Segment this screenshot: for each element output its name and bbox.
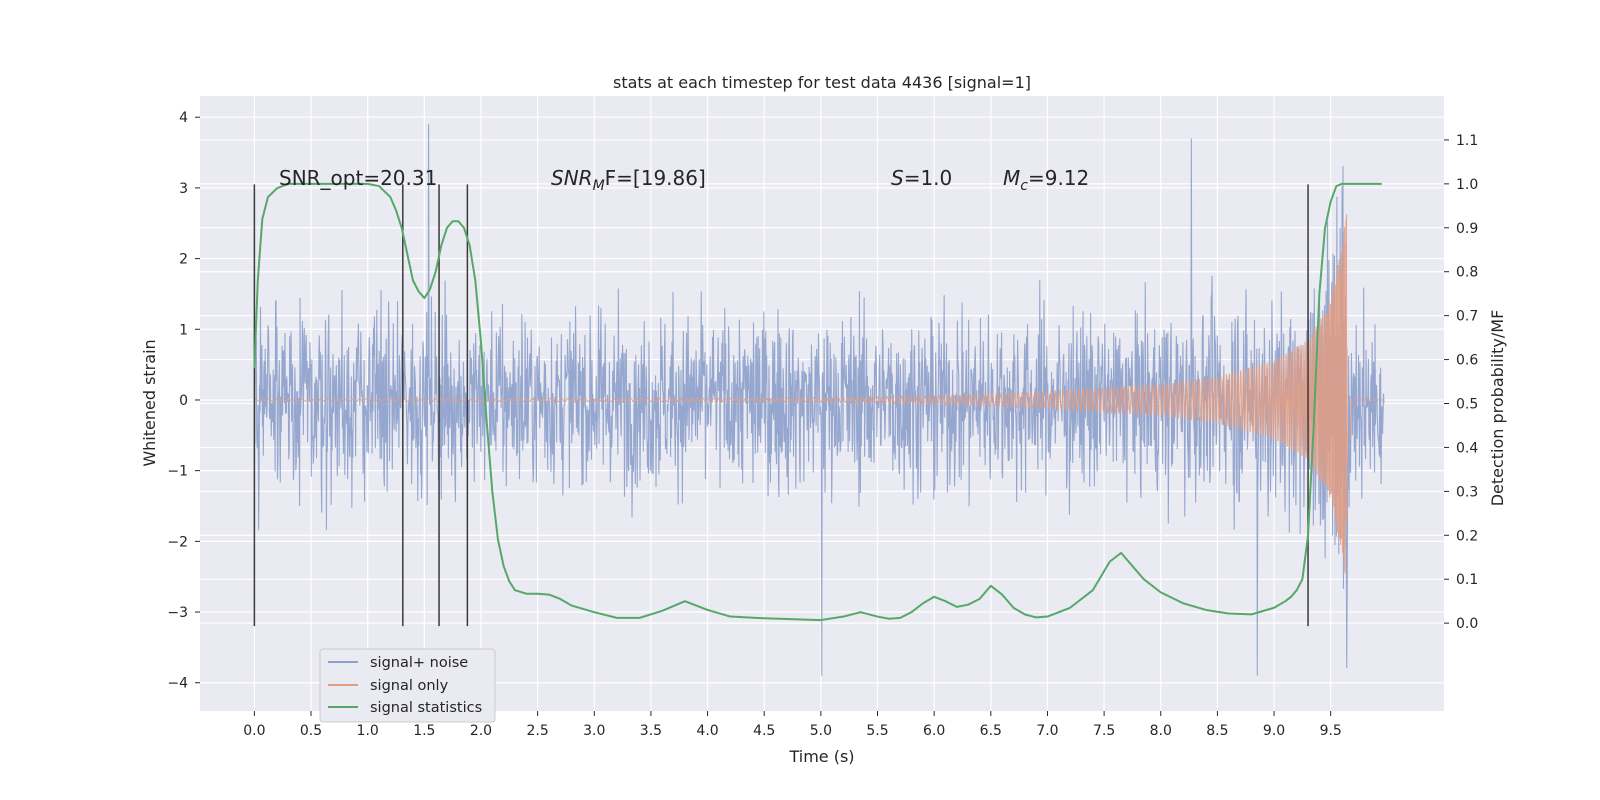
x-tick-label-1: 0.5 xyxy=(300,723,322,739)
legend-label-noise: signal+ noise xyxy=(370,655,468,671)
y-tick-label-1: 3 xyxy=(179,181,188,197)
legend-label-signal: signal only xyxy=(370,678,449,694)
y2-tick-label-0: 1.1 xyxy=(1456,133,1478,149)
x-axis-label: Time (s) xyxy=(788,747,854,766)
chart-title: stats at each timestep for test data 443… xyxy=(613,73,1031,92)
y-tick-label-5: −1 xyxy=(167,464,188,480)
x-tick-label-19: 9.5 xyxy=(1320,723,1342,739)
signal-only-series xyxy=(254,214,1384,574)
y-tick-label-3: 1 xyxy=(179,322,188,338)
y-tick-label-4: 0 xyxy=(179,393,188,409)
x-tick-label-15: 7.5 xyxy=(1093,723,1115,739)
x-axis-ticks: 0.0 0.5 1.0 1.5 2.0 2.5 3.0 3.5 4.0 4.5 5.0 5.5 6.0 6… xyxy=(243,711,1342,739)
x-tick-label-9: 4.5 xyxy=(753,723,775,739)
y2-tick-label-1: 1.0 xyxy=(1456,177,1478,193)
x-tick-label-5: 2.5 xyxy=(526,723,548,739)
x-tick-label-0: 0.0 xyxy=(243,723,265,739)
y2-tick-label-11: 0.0 xyxy=(1456,616,1478,632)
y2-tick-label-4: 0.7 xyxy=(1456,309,1478,325)
y2-tick-label-6: 0.5 xyxy=(1456,397,1478,413)
signal-noise-series xyxy=(253,124,1385,676)
x-tick-label-12: 6.0 xyxy=(923,723,945,739)
y-tick-label-0: 4 xyxy=(179,110,188,126)
y2-tick-label-9: 0.2 xyxy=(1456,528,1478,544)
x-tick-label-11: 5.5 xyxy=(866,723,888,739)
x-tick-label-6: 3.0 xyxy=(583,723,605,739)
legend-label-stats: signal statistics xyxy=(370,700,482,716)
y2-tick-label-10: 0.1 xyxy=(1456,572,1478,588)
y-axis-label: Whitened strain xyxy=(140,339,159,466)
y-right-axis-label: Detection probability/MF xyxy=(1488,310,1507,507)
y-tick-label-8: −4 xyxy=(167,676,188,692)
y2-tick-label-5: 0.6 xyxy=(1456,353,1478,369)
y-tick-label-2: 2 xyxy=(179,252,188,268)
series-line-signal-statistics xyxy=(253,182,1382,622)
series-line-signal-noise xyxy=(253,124,1385,676)
y-tick-label-6: −2 xyxy=(167,534,188,550)
signal-statistics-series xyxy=(253,182,1382,622)
y-tick-label-7: −3 xyxy=(167,605,188,621)
x-tick-label-14: 7.0 xyxy=(1036,723,1058,739)
x-tick-label-7: 3.5 xyxy=(640,723,662,739)
annotation-mc: Mc=9.12 xyxy=(1003,166,1089,194)
y-axis-ticks: 4 3 2 1 0 −1 −2 −3 −4 xyxy=(167,110,200,692)
legend-box xyxy=(319,648,496,723)
y-right-axis-ticks: 1.1 1.0 0.9 0.8 0.7 0.6 0.5 0.4 0.3 0.2 0.1 0.0 xyxy=(1444,133,1478,632)
y2-tick-label-3: 0.8 xyxy=(1456,265,1478,281)
x-tick-label-13: 6.5 xyxy=(980,723,1002,739)
legend: signal+ noise signal only signal statist… xyxy=(319,648,496,723)
x-tick-label-16: 8.0 xyxy=(1150,723,1172,739)
x-tick-label-4: 2.0 xyxy=(470,723,492,739)
series-line-signal-only xyxy=(254,214,1384,574)
x-tick-label-10: 5.0 xyxy=(810,723,832,739)
annotation-snr-opt: SNR_opt=20.31 xyxy=(279,166,437,190)
x-tick-label-8: 4.0 xyxy=(696,723,718,739)
x-tick-label-3: 1.5 xyxy=(413,723,435,739)
y2-tick-label-7: 0.4 xyxy=(1456,440,1478,456)
y2-tick-label-8: 0.3 xyxy=(1456,484,1478,500)
x-tick-label-17: 8.5 xyxy=(1206,723,1228,739)
x-tick-label-18: 9.0 xyxy=(1263,723,1285,739)
annotation-s: S=1.0 xyxy=(891,166,952,190)
annotation-snr-mf: SNRMF=[19.86] xyxy=(551,166,706,194)
x-tick-label-2: 1.0 xyxy=(357,723,379,739)
y2-tick-label-2: 0.9 xyxy=(1456,221,1478,237)
vertical-markers xyxy=(253,184,1309,627)
